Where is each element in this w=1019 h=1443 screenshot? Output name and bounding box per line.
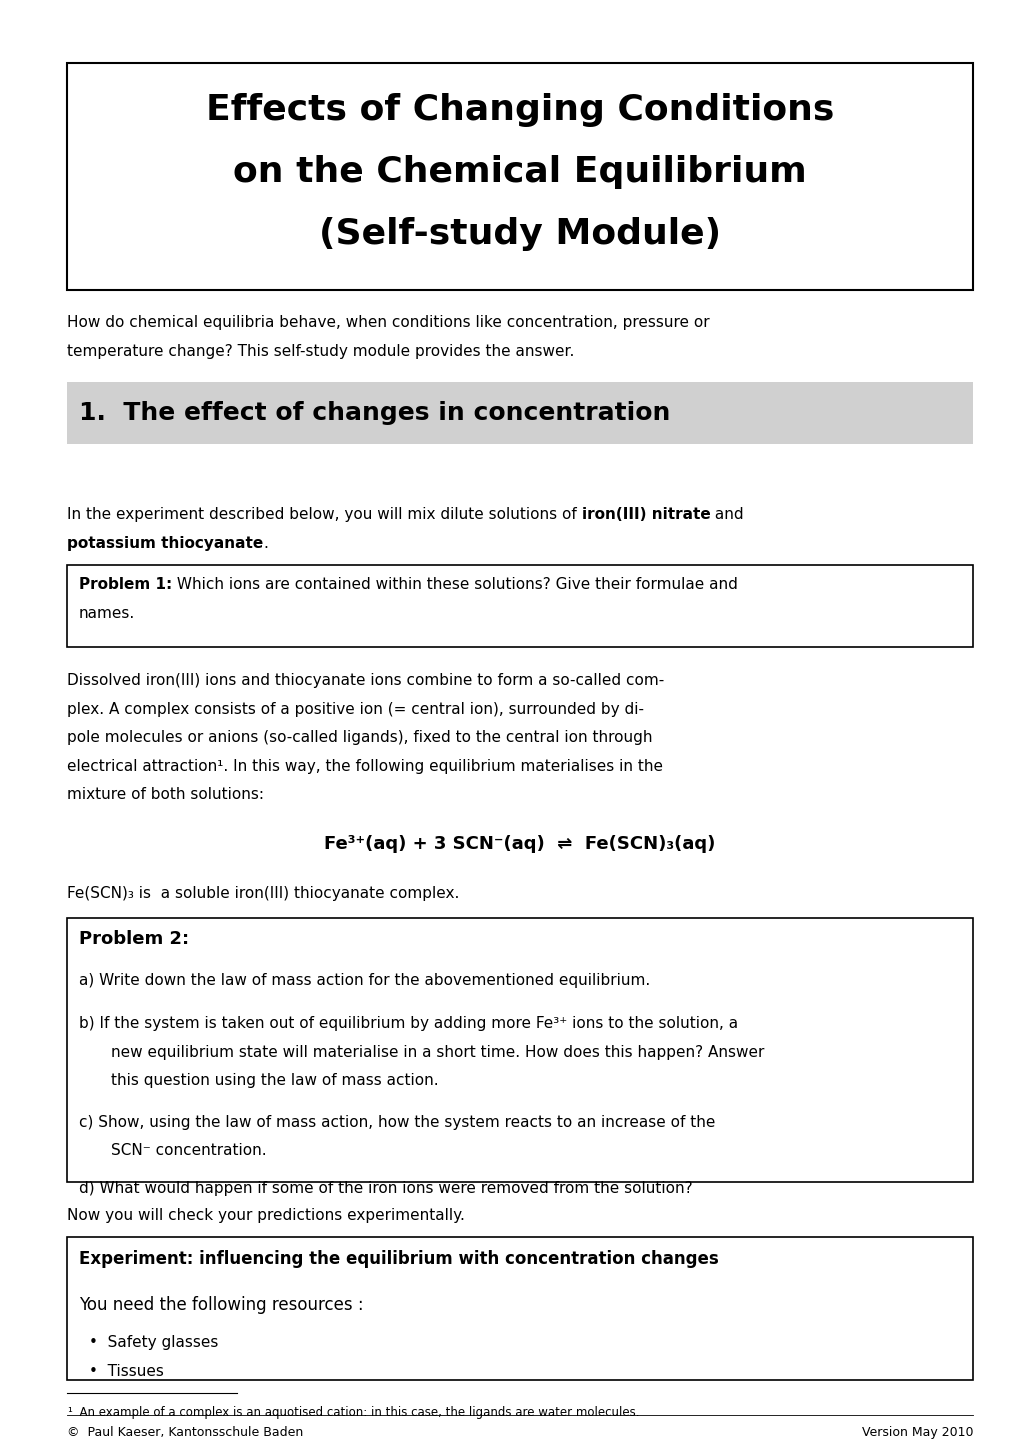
Text: SCN⁻ concentration.: SCN⁻ concentration. xyxy=(111,1143,266,1157)
Text: Problem 1:: Problem 1: xyxy=(78,577,172,592)
Text: Which ions are contained within these solutions? Give their formulae and: Which ions are contained within these so… xyxy=(172,577,738,592)
FancyBboxPatch shape xyxy=(67,1237,972,1380)
Text: electrical attraction¹. In this way, the following equilibrium materialises in t: electrical attraction¹. In this way, the… xyxy=(67,759,662,773)
Text: Now you will check your predictions experimentally.: Now you will check your predictions expe… xyxy=(67,1208,465,1224)
Text: c) Show, using the law of mass action, how the system reacts to an increase of t: c) Show, using the law of mass action, h… xyxy=(78,1114,714,1130)
Text: In the experiment described below, you will mix dilute solutions of: In the experiment described below, you w… xyxy=(67,506,581,522)
Text: Version May 2010: Version May 2010 xyxy=(861,1426,972,1439)
Text: ©  Paul Kaeser, Kantonsschule Baden: © Paul Kaeser, Kantonsschule Baden xyxy=(67,1426,303,1439)
FancyBboxPatch shape xyxy=(67,566,972,646)
Text: ¹: ¹ xyxy=(67,1405,71,1418)
Text: Problem 2:: Problem 2: xyxy=(78,929,189,948)
Text: •  Safety glasses: • Safety glasses xyxy=(89,1335,218,1351)
FancyBboxPatch shape xyxy=(67,382,972,444)
Text: Experiment: influencing the equilibrium with concentration changes: Experiment: influencing the equilibrium … xyxy=(78,1250,718,1268)
Text: on the Chemical Equilibrium: on the Chemical Equilibrium xyxy=(233,154,806,189)
Text: potassium thiocyanate: potassium thiocyanate xyxy=(67,535,263,550)
FancyBboxPatch shape xyxy=(67,63,972,290)
Text: •  Tissues: • Tissues xyxy=(89,1364,164,1378)
Text: and: and xyxy=(709,506,743,522)
Text: Dissolved iron(III) ions and thiocyanate ions combine to form a so-called com-: Dissolved iron(III) ions and thiocyanate… xyxy=(67,672,663,688)
Text: .: . xyxy=(263,535,268,550)
FancyBboxPatch shape xyxy=(67,918,972,1182)
Text: b) If the system is taken out of equilibrium by adding more Fe³⁺ ions to the sol: b) If the system is taken out of equilib… xyxy=(78,1016,738,1030)
Text: Fe(SCN)₃ is  a soluble iron(III) thiocyanate complex.: Fe(SCN)₃ is a soluble iron(III) thiocyan… xyxy=(67,886,459,900)
Text: 1.  The effect of changes in concentration: 1. The effect of changes in concentratio… xyxy=(78,401,669,426)
Text: How do chemical equilibria behave, when conditions like concentration, pressure : How do chemical equilibria behave, when … xyxy=(67,315,709,330)
Text: d) What would happen if some of the iron ions were removed from the solution?: d) What would happen if some of the iron… xyxy=(78,1182,692,1196)
Text: temperature change? This self-study module provides the answer.: temperature change? This self-study modu… xyxy=(67,343,574,358)
Text: An example of a complex is an aquotised cation: in this case, the ligands are wa: An example of a complex is an aquotised … xyxy=(71,1405,639,1418)
Text: new equilibrium state will materialise in a short time. How does this happen? An: new equilibrium state will materialise i… xyxy=(111,1045,763,1059)
Text: iron(III) nitrate: iron(III) nitrate xyxy=(581,506,709,522)
Text: mixture of both solutions:: mixture of both solutions: xyxy=(67,786,264,802)
Text: pole molecules or anions (so-called ligands), fixed to the central ion through: pole molecules or anions (so-called liga… xyxy=(67,730,652,745)
Text: plex. A complex consists of a positive ion (= central ion), surrounded by di-: plex. A complex consists of a positive i… xyxy=(67,701,643,717)
Text: Effects of Changing Conditions: Effects of Changing Conditions xyxy=(206,92,834,127)
Text: this question using the law of mass action.: this question using the law of mass acti… xyxy=(111,1074,438,1088)
Text: names.: names. xyxy=(78,606,136,620)
Text: a) Write down the law of mass action for the abovementioned equilibrium.: a) Write down the law of mass action for… xyxy=(78,973,650,988)
Text: Fe³⁺(aq) + 3 SCN⁻(aq)  ⇌  Fe(SCN)₃(aq): Fe³⁺(aq) + 3 SCN⁻(aq) ⇌ Fe(SCN)₃(aq) xyxy=(324,835,715,853)
Text: (Self-study Module): (Self-study Module) xyxy=(319,216,720,251)
Text: You need the following resources :: You need the following resources : xyxy=(78,1296,363,1315)
